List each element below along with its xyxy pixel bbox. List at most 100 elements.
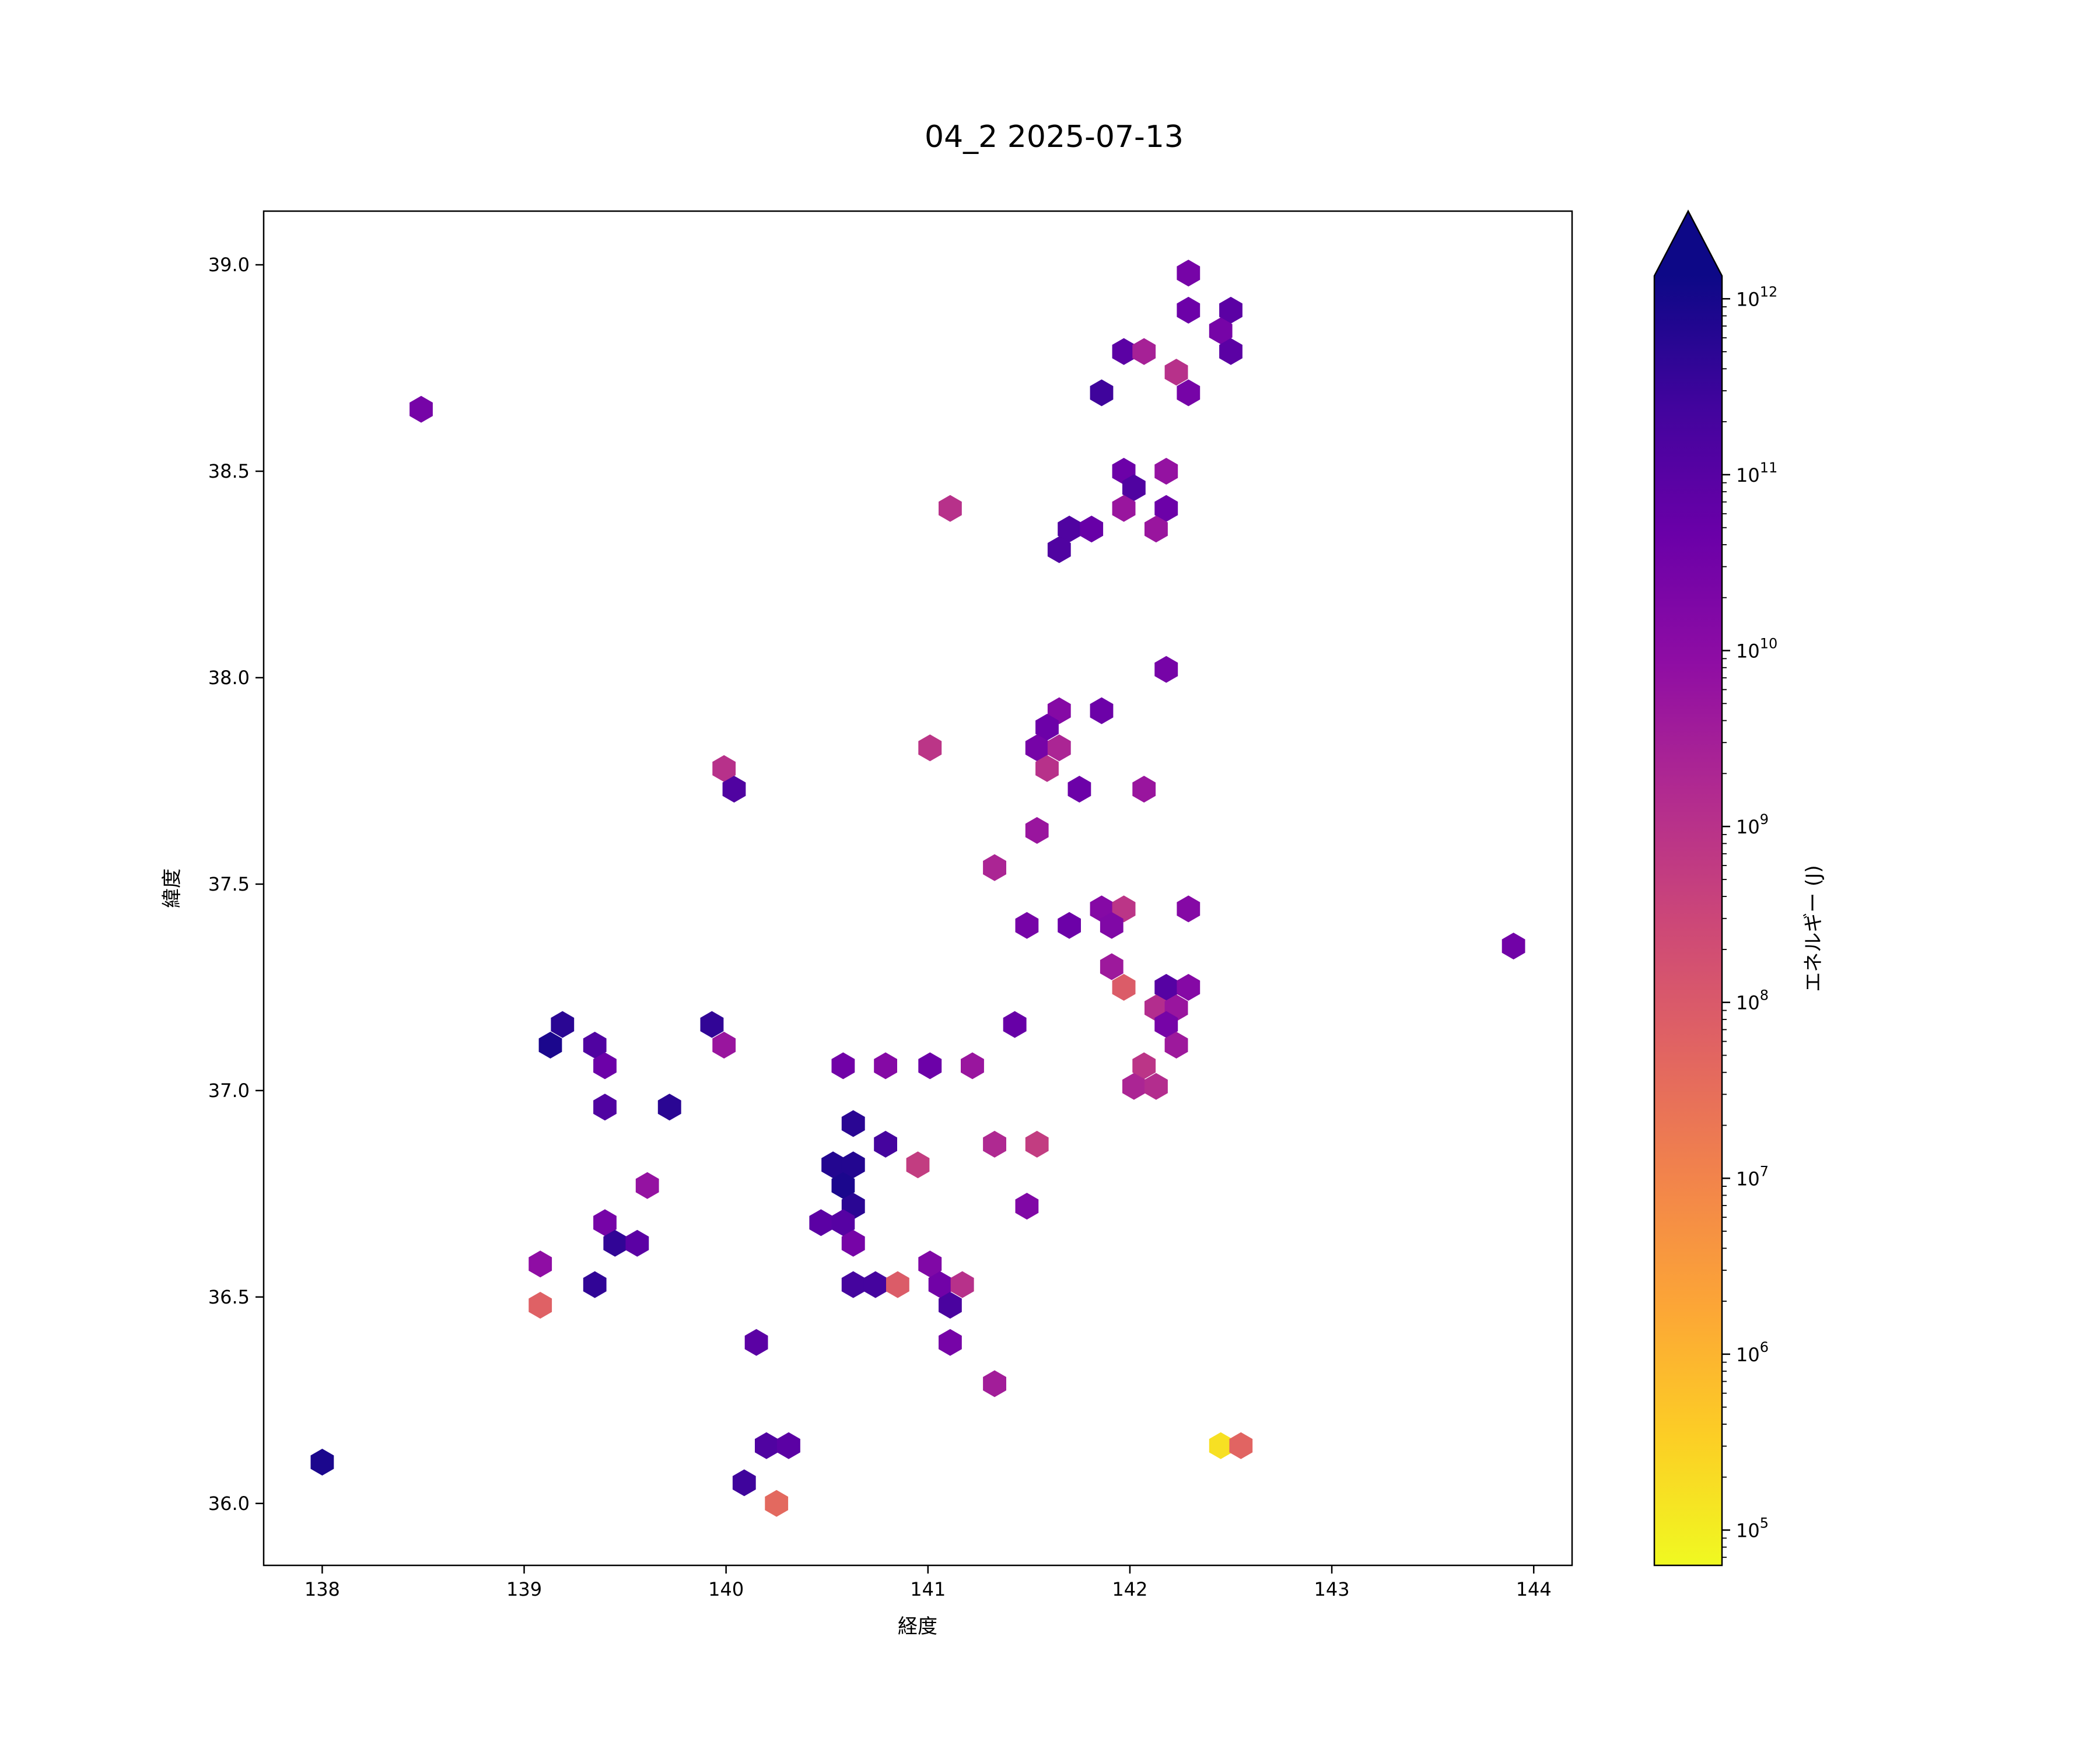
- hex-bin: [831, 1172, 855, 1199]
- hex-bin: [841, 1110, 865, 1137]
- hex-bin: [410, 395, 433, 423]
- hex-bin: [918, 1250, 942, 1278]
- hex-bin: [744, 1329, 768, 1356]
- hex-bin: [961, 1052, 984, 1080]
- hex-bin: [1177, 296, 1200, 324]
- colorbar-tick-label: 1011: [1736, 460, 1777, 486]
- hex-bin: [1112, 338, 1136, 365]
- hex-bin: [1132, 776, 1156, 803]
- x-tick-label: 138: [304, 1578, 340, 1600]
- hex-bin: [1058, 516, 1081, 543]
- hex-bin: [1144, 1073, 1168, 1100]
- hex-bin: [1068, 776, 1091, 803]
- y-axis-label: 緯度: [160, 868, 184, 908]
- hex-bin: [603, 1229, 627, 1257]
- hex-bin: [1015, 912, 1039, 939]
- hex-bin: [593, 1094, 617, 1121]
- y-tick-label: 37.5: [208, 873, 250, 895]
- colorbar-gradient: [1653, 209, 1723, 1567]
- hex-bin: [310, 1449, 334, 1476]
- hex-bin: [1229, 1432, 1253, 1459]
- hex-bin: [777, 1432, 800, 1459]
- hex-bin: [983, 1130, 1006, 1158]
- hex-bin: [1177, 973, 1200, 1001]
- y-axis: 36.0 36.5 37.0 37.5 38.0 38.5 39.0: [208, 254, 264, 1515]
- colorbar-ticks: 105 106 107 108 109 1010 1011 1012: [1722, 283, 1777, 1558]
- hex-bin: [950, 1271, 974, 1298]
- colorbar-tick-label: 105: [1736, 1515, 1769, 1541]
- hex-bin: [874, 1130, 897, 1158]
- hex-bin: [809, 1209, 833, 1236]
- hex-bin: [939, 495, 962, 522]
- hex-bin: [939, 1292, 962, 1319]
- hex-bin: [583, 1271, 607, 1298]
- hex-bin: [841, 1229, 865, 1257]
- hex-bin: [939, 1329, 962, 1356]
- x-tick-label: 140: [708, 1578, 744, 1600]
- hex-bin: [1015, 1193, 1039, 1220]
- hex-bin: [635, 1172, 659, 1199]
- hex-bin: [918, 734, 942, 762]
- colorbar: 105 106 107 108 109 1010 1011 1012 エネルギー (J): [1653, 209, 1825, 1567]
- hex-bin: [700, 1011, 724, 1038]
- hex-bin: [593, 1052, 617, 1080]
- hex-bin: [841, 1151, 865, 1179]
- hex-bin: [1047, 536, 1071, 563]
- x-tick-label: 142: [1112, 1578, 1147, 1600]
- hex-bin: [712, 1032, 736, 1059]
- plot-frame: [262, 210, 1573, 1567]
- chart-title: 04_2 2025-07-13: [925, 120, 1184, 155]
- hex-bin: [1219, 338, 1242, 365]
- y-tick-label: 38.5: [208, 460, 250, 482]
- hex-bin: [1112, 895, 1136, 923]
- hex-bin: [1154, 458, 1178, 485]
- hex-bin: [1047, 734, 1071, 762]
- hex-bin: [1025, 734, 1049, 762]
- y-tick-label: 38.0: [208, 667, 250, 689]
- hex-bin: [1025, 817, 1049, 844]
- hex-bin: [1080, 516, 1104, 543]
- hex-bin: [1154, 1011, 1178, 1038]
- hex-bin: [625, 1229, 649, 1257]
- hex-bin: [1003, 1011, 1027, 1038]
- hex-bin: [1035, 755, 1059, 782]
- colorbar-tick-label: 1012: [1736, 283, 1777, 310]
- hex-bin: [841, 1271, 865, 1298]
- x-axis-label: 経度: [898, 1615, 937, 1638]
- x-tick-label: 141: [910, 1578, 946, 1600]
- hex-bin: [1058, 912, 1081, 939]
- colorbar-label: エネルギー (J): [1802, 865, 1825, 991]
- hex-bin: [874, 1052, 897, 1080]
- colorbar-tick-label: 109: [1736, 811, 1769, 838]
- colorbar-tick-label: 108: [1736, 987, 1769, 1014]
- hex-bin: [1164, 359, 1188, 386]
- x-tick-label: 144: [1516, 1578, 1552, 1600]
- y-tick-label: 36.5: [208, 1286, 250, 1308]
- hex-bin: [1177, 379, 1200, 407]
- hex-bin: [1164, 1032, 1188, 1059]
- y-tick-label: 36.0: [208, 1492, 250, 1515]
- hex-bin: [1132, 338, 1156, 365]
- hex-bin: [1154, 495, 1178, 522]
- hex-bin: [983, 854, 1006, 881]
- hex-bin: [1112, 495, 1136, 522]
- hex-bin: [1219, 296, 1242, 324]
- y-tick-label: 39.0: [208, 254, 250, 276]
- x-tick-label: 139: [506, 1578, 542, 1600]
- hex-bin: [983, 1370, 1006, 1397]
- hex-bin: [1154, 973, 1178, 1001]
- x-axis: 138 139 140 141 142 143 144: [304, 1565, 1552, 1600]
- hex-bin: [821, 1151, 845, 1179]
- hex-bin: [1502, 933, 1525, 960]
- hex-bin: [1154, 656, 1178, 683]
- hex-bin: [765, 1490, 789, 1517]
- hex-bin: [1090, 697, 1114, 724]
- hex-bin: [831, 1052, 855, 1080]
- hex-bin: [1047, 697, 1071, 724]
- hex-bin: [1122, 474, 1146, 502]
- hex-bin: [1177, 260, 1200, 287]
- hex-bin: [551, 1011, 575, 1038]
- colorbar-tick-label: 107: [1736, 1163, 1769, 1190]
- hex-bin: [863, 1271, 887, 1298]
- hex-bin: [538, 1032, 562, 1059]
